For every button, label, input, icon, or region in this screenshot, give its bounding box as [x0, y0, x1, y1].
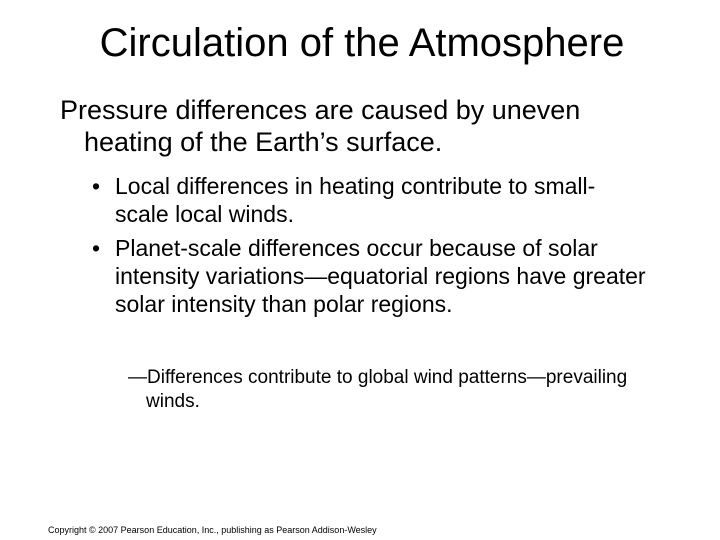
bullet-text: Planet-scale differences occur because o… [115, 235, 646, 317]
sub-bullet: —Differences contribute to global wind p… [128, 367, 628, 412]
bullet-dot: • [92, 235, 101, 261]
bullet-item: • Planet-scale differences occur because… [92, 234, 648, 318]
bullet-text: Local differences in heating contribute … [115, 173, 596, 227]
footer: Copyright © 2007 Pearson Education, Inc.… [48, 525, 377, 535]
bullet-item: • Local differences in heating contribut… [92, 172, 648, 228]
bullet-dot: • [92, 173, 101, 199]
slide-title: Circulation of the Atmosphere [99, 21, 625, 65]
main-point: Pressure differences are caused by uneve… [60, 95, 581, 157]
